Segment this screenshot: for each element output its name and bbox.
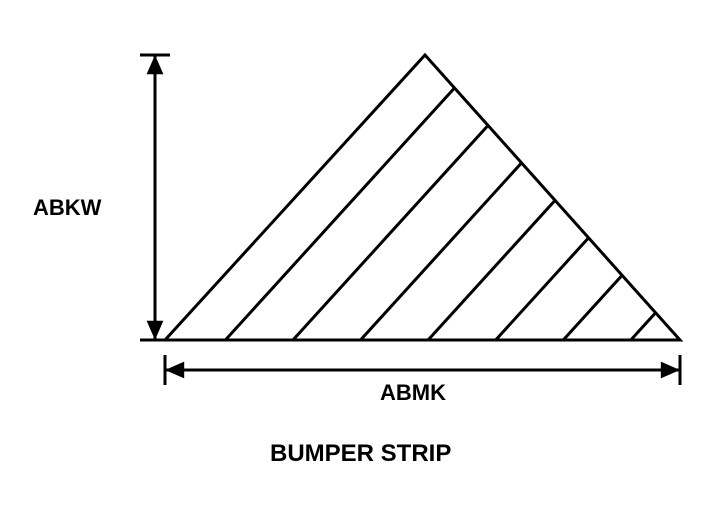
bumper-strip-diagram: ABKW ABMK BUMPER STRIP bbox=[0, 0, 720, 510]
label-horizontal-dimension: ABMK bbox=[380, 380, 446, 406]
hatch-lines bbox=[0, 0, 720, 510]
diagram-svg bbox=[0, 0, 720, 510]
diagram-title: BUMPER STRIP bbox=[270, 440, 451, 468]
label-vertical-dimension: ABKW bbox=[33, 195, 101, 221]
dimension-vertical bbox=[140, 55, 170, 340]
